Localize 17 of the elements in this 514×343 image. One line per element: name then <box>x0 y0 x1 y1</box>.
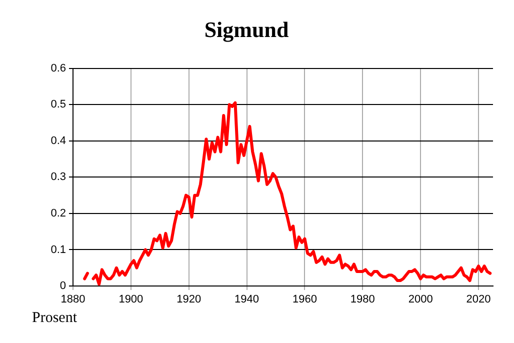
x-tick-label: 2000 <box>408 294 433 306</box>
y-axis-title: Prosent <box>32 310 77 327</box>
y-tick-label: 0.1 <box>50 244 66 256</box>
y-tick-label: 0.4 <box>50 134 66 147</box>
x-tick-label: 1920 <box>176 294 202 306</box>
chart-title: Sigmund <box>204 16 289 42</box>
x-tick-label: 1880 <box>60 294 86 306</box>
x-tick-label: 1900 <box>118 294 144 306</box>
x-tick-label: 1940 <box>234 294 260 306</box>
x-tick-label: 1980 <box>350 294 375 306</box>
y-tick-label: 0.5 <box>50 98 66 111</box>
y-tick-label: 0 <box>60 280 66 292</box>
y-tick-label: 0.2 <box>50 208 66 220</box>
x-tick-label: 1960 <box>292 294 317 306</box>
y-tick-label: 0.6 <box>50 62 66 74</box>
y-tick-label: 0.3 <box>50 171 66 184</box>
x-tick-label: 2020 <box>466 294 491 306</box>
